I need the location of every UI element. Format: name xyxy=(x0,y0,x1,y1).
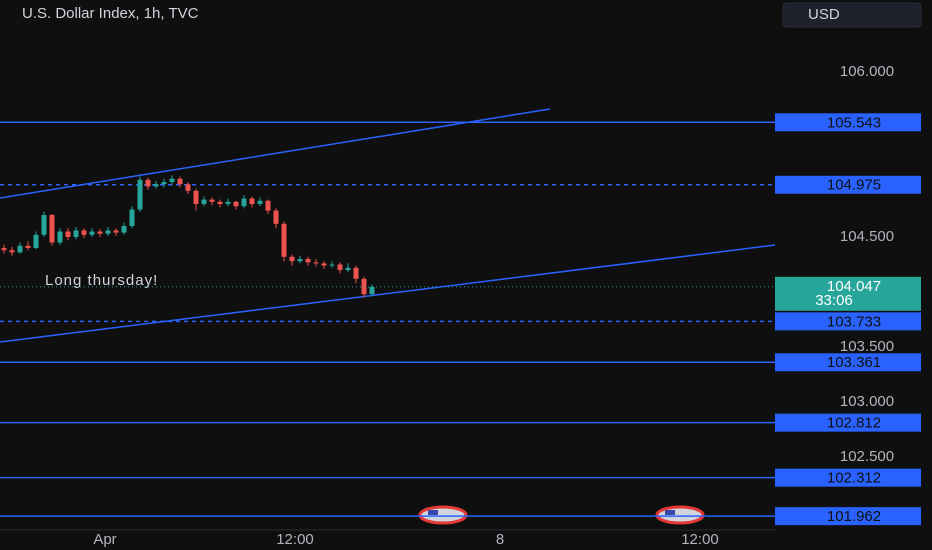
price-label: 102.812 xyxy=(827,415,881,432)
currency-button[interactable] xyxy=(782,2,922,28)
candle-body xyxy=(113,230,119,233)
price-label-box xyxy=(775,312,921,331)
price-label: 102.312 xyxy=(827,470,881,487)
price-label-box xyxy=(775,175,921,194)
candle-body xyxy=(313,262,319,264)
candle-body xyxy=(25,245,31,249)
candle-body xyxy=(281,223,287,257)
price-label: 101.962 xyxy=(827,508,881,525)
y-tick-label: 104.500 xyxy=(840,228,894,245)
candle-body xyxy=(89,231,95,235)
candle-body xyxy=(321,263,327,266)
x-tick-label: 8 xyxy=(496,531,504,548)
candle-body xyxy=(161,182,167,185)
flag-icon[interactable] xyxy=(418,505,468,525)
currency-label: USD xyxy=(808,6,840,23)
price-label-box xyxy=(775,413,921,432)
candle-body xyxy=(185,184,191,191)
candle-body xyxy=(241,198,247,207)
y-tick-label: 102.500 xyxy=(840,448,894,465)
price-label: 103.733 xyxy=(827,313,881,330)
candle-body xyxy=(57,231,63,243)
candle-body xyxy=(329,264,335,266)
candle-body xyxy=(225,201,231,205)
price-label-box xyxy=(775,353,921,372)
price-label-box xyxy=(775,468,921,487)
x-tick-label: Apr xyxy=(93,531,116,548)
candle-body xyxy=(201,199,207,205)
flag-icon[interactable] xyxy=(655,505,705,525)
candle-body xyxy=(49,215,55,243)
y-tick-label: 103.000 xyxy=(840,393,894,410)
candle-body xyxy=(1,248,7,251)
countdown-label: 33:06 xyxy=(815,292,853,309)
candle-body xyxy=(265,200,271,211)
chart-title: U.S. Dollar Index, 1h, TVC xyxy=(22,5,199,22)
x-tick-label: 12:00 xyxy=(276,531,314,548)
candle-body xyxy=(121,226,127,233)
candle-body xyxy=(105,230,111,234)
candle-body xyxy=(97,231,103,234)
y-tick-label: 103.500 xyxy=(840,338,894,355)
price-label: 104.975 xyxy=(827,177,881,194)
annotation: Long thursday! xyxy=(45,272,158,289)
candle-body xyxy=(33,234,39,249)
candle-body xyxy=(353,267,359,279)
price-label: 105.543 xyxy=(827,114,881,131)
candle-body xyxy=(129,209,135,227)
x-tick-label: 12:00 xyxy=(681,531,719,548)
candle-body xyxy=(273,210,279,224)
candle-body xyxy=(217,201,223,205)
candle-body xyxy=(137,179,143,210)
candle-body xyxy=(81,230,87,235)
candle-body xyxy=(65,231,71,238)
candle-body xyxy=(209,199,215,202)
trend-line xyxy=(0,244,776,343)
price-label-box xyxy=(775,113,921,132)
candle-body xyxy=(257,200,263,205)
candle-body xyxy=(41,215,47,235)
price-label: 103.361 xyxy=(827,354,881,371)
candle-body xyxy=(193,190,199,205)
last-price-box xyxy=(775,276,921,311)
candle-body xyxy=(153,184,159,187)
candle-body xyxy=(337,264,343,271)
candle-body xyxy=(9,250,15,253)
candle-body xyxy=(73,230,79,238)
candle-body xyxy=(145,179,151,187)
candle-body xyxy=(297,259,303,262)
candle-body xyxy=(233,201,239,207)
candle-body xyxy=(17,245,23,253)
candle-body xyxy=(305,259,311,263)
candle-body xyxy=(249,198,255,205)
last-price-label: 104.047 xyxy=(827,278,881,295)
candle-body xyxy=(177,178,183,185)
price-label-box xyxy=(775,507,921,526)
y-tick-label: 106.000 xyxy=(840,63,894,80)
candle-body xyxy=(369,286,375,295)
candle-body xyxy=(345,267,351,271)
candle-body xyxy=(169,178,175,183)
candle-body xyxy=(289,256,295,262)
trend-line xyxy=(0,108,551,199)
